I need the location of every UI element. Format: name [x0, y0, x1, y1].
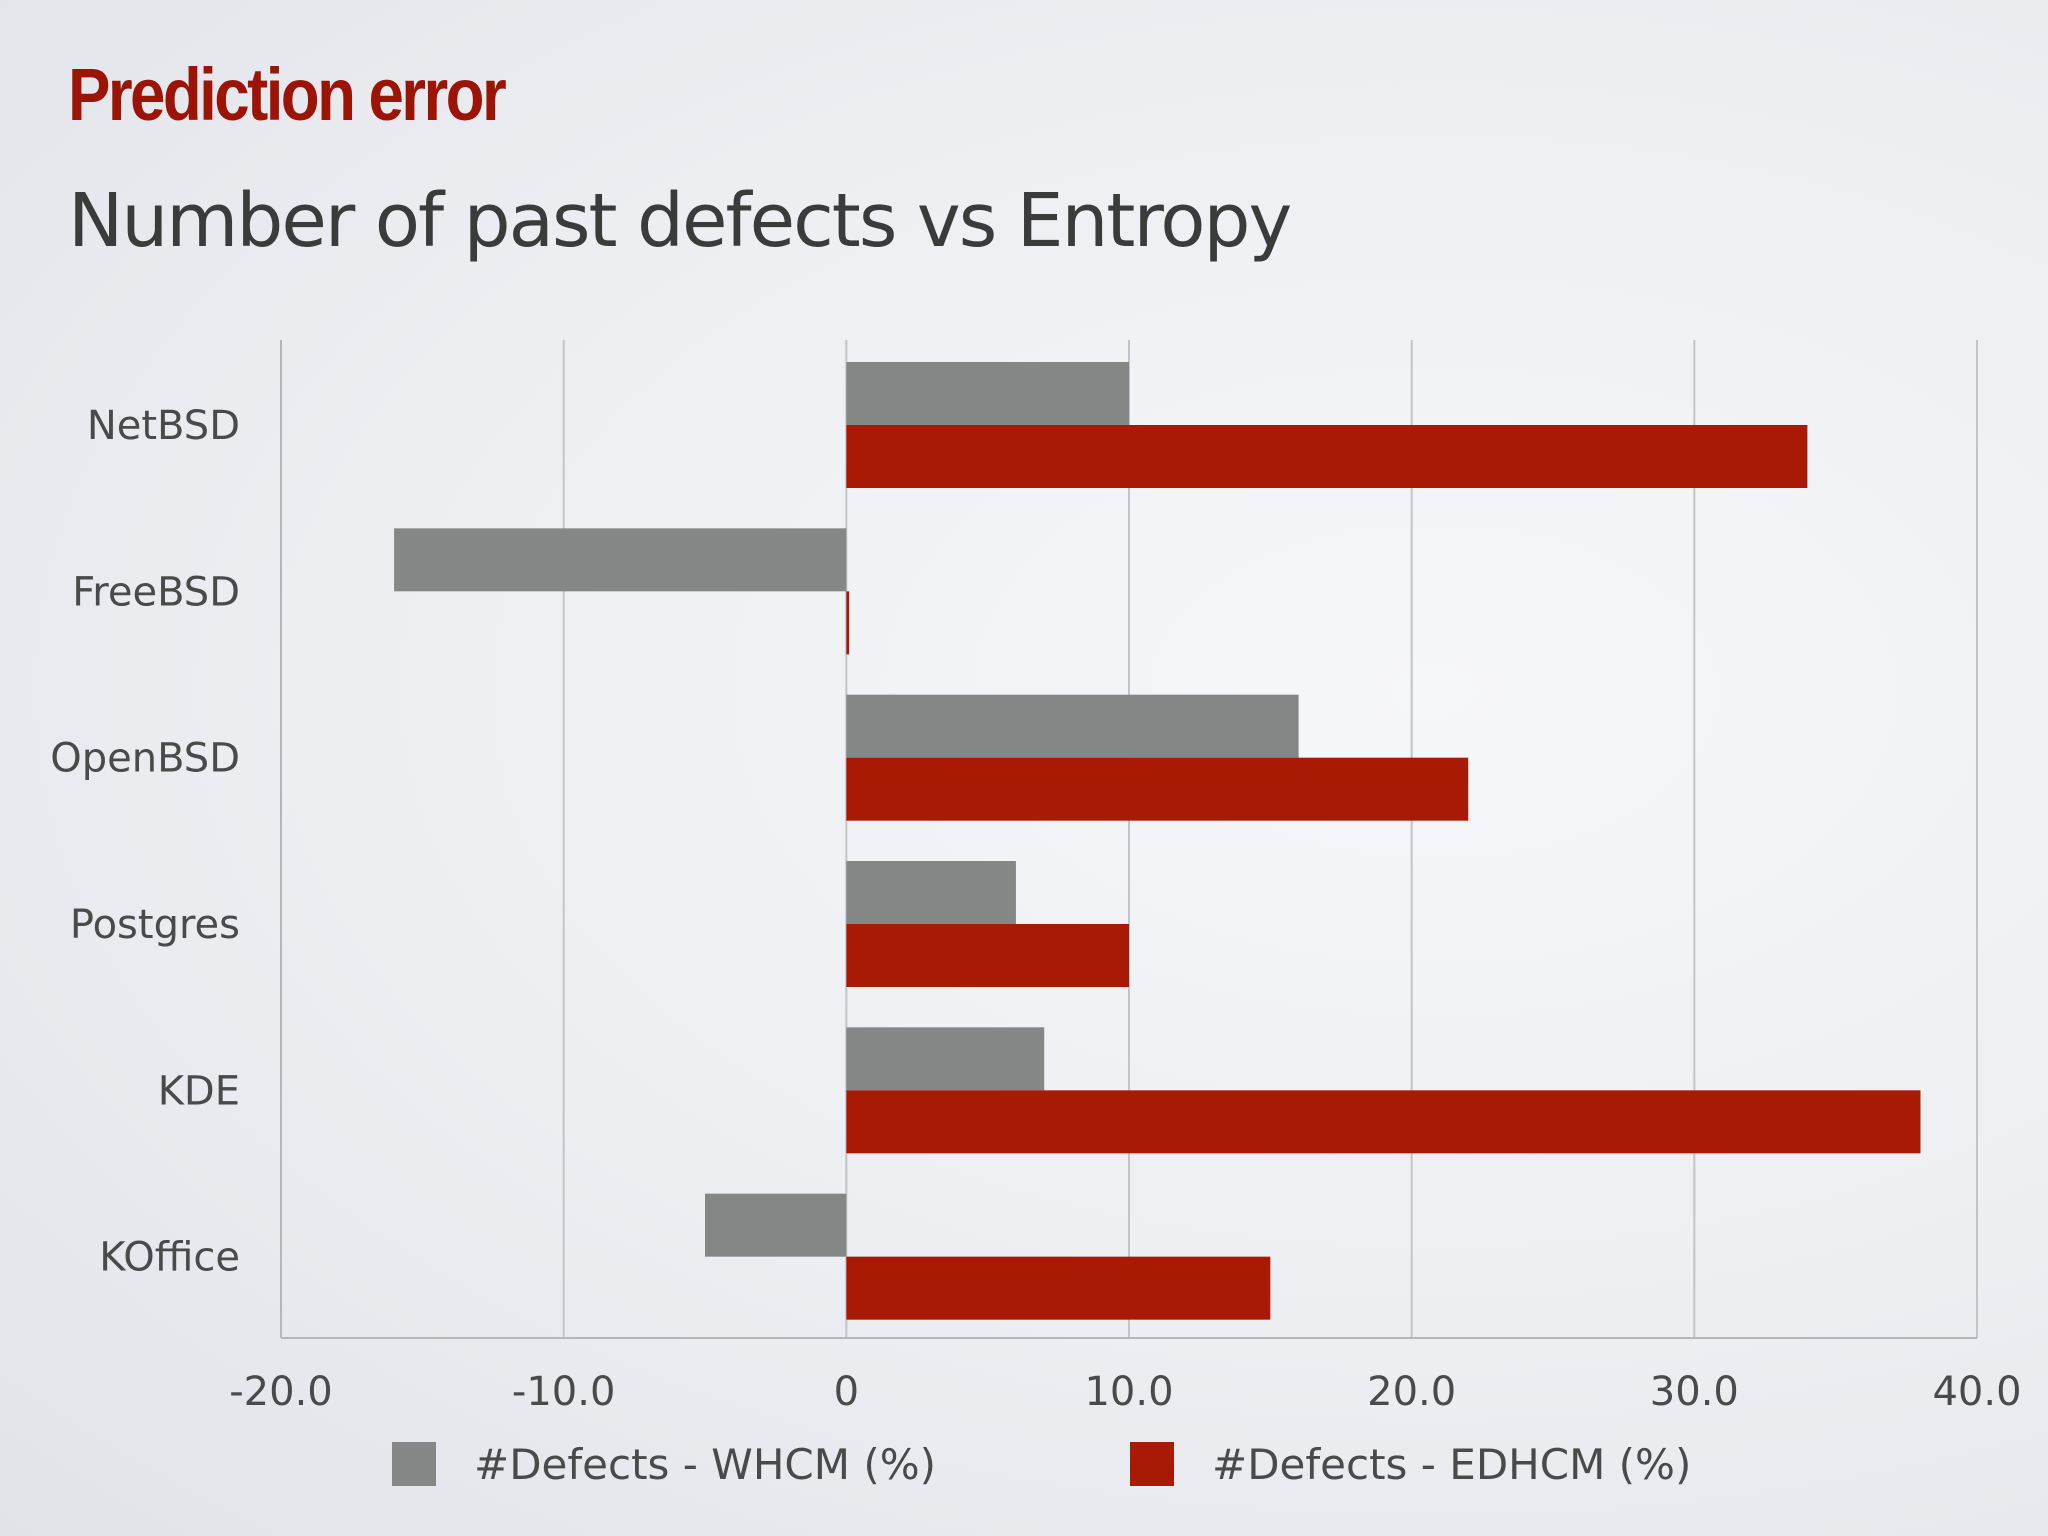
slide-title: Prediction error [68, 53, 507, 136]
x-tick-label: 10.0 [1084, 1369, 1173, 1415]
x-tick-label: 40.0 [1932, 1369, 2021, 1415]
bar-kde-whcm [846, 1027, 1045, 1091]
axis-labels: -20.0 -10.0 0 10.0 20.0 30.0 40.0 NetBSD FreeBSD… [50, 403, 2021, 1415]
legend-item-whcm: #Defects - WHCM (%) [392, 1436, 936, 1492]
axes [280, 340, 1977, 1339]
category-label: FreeBSD [72, 569, 240, 615]
x-tick-label: 0 [834, 1369, 859, 1415]
bar-netbsd-edhcm [846, 425, 1808, 488]
slide-subtitle: Number of past defects vs Entropy [68, 178, 1292, 264]
category-label: OpenBSD [50, 736, 240, 782]
legend-label-edhcm: #Defects - EDHCM (%) [1212, 1439, 1692, 1489]
legend-item-edhcm: #Defects - EDHCM (%) [1130, 1436, 1691, 1492]
bar-kde-edhcm [846, 1090, 1921, 1154]
bar-chart: -20.0 -10.0 0 10.0 20.0 30.0 40.0 NetBSD FreeBSD… [50, 340, 2022, 1415]
grid-lines [280, 340, 1978, 1338]
legend: #Defects - WHCM (%) #Defects - EDHCM (%) [0, 1436, 2048, 1492]
bar-openbsd-whcm [846, 694, 1299, 758]
category-label: KDE [158, 1068, 240, 1114]
bar-openbsd-edhcm [846, 757, 1469, 821]
x-tick-label: 20.0 [1367, 1369, 1456, 1415]
category-label: NetBSD [87, 403, 240, 449]
x-tick-label: -10.0 [512, 1369, 616, 1415]
bar-postgres-edhcm [846, 924, 1129, 987]
legend-swatch-edhcm [1130, 1442, 1174, 1486]
legend-swatch-whcm [392, 1442, 436, 1486]
x-tick-label: 30.0 [1650, 1369, 1739, 1415]
x-tick-label: -20.0 [229, 1369, 333, 1415]
legend-label-whcm: #Defects - WHCM (%) [474, 1439, 936, 1489]
bars [394, 362, 1921, 1320]
category-label: Postgres [70, 902, 240, 948]
category-label: KOffice [99, 1235, 240, 1281]
bar-freebsd-edhcm [846, 591, 850, 655]
bar-netbsd-whcm [846, 362, 1129, 425]
bar-freebsd-whcm [394, 528, 847, 592]
bar-koffice-edhcm [846, 1256, 1271, 1320]
bar-postgres-whcm [846, 861, 1016, 924]
bar-koffice-whcm [705, 1193, 847, 1257]
